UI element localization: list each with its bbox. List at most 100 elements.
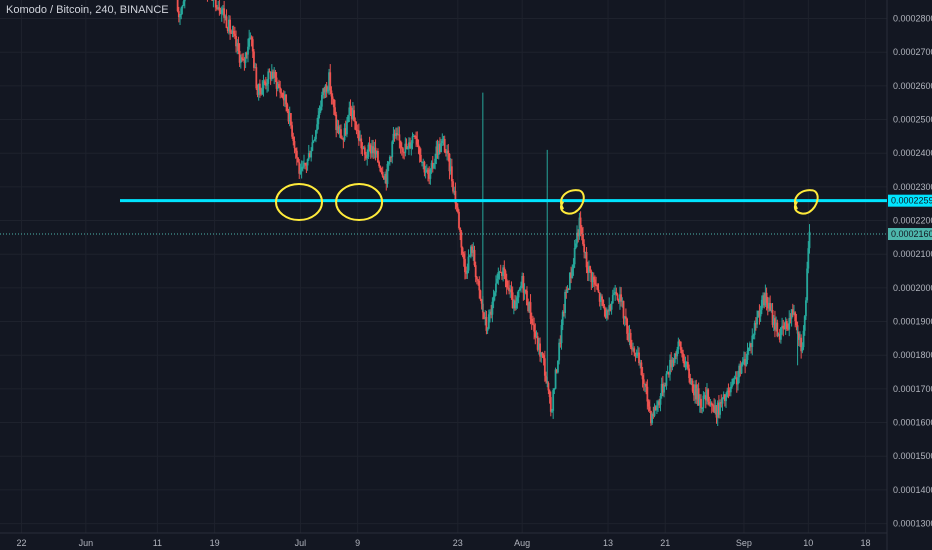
candle-body bbox=[497, 272, 500, 279]
candle-body bbox=[378, 162, 381, 167]
candle-body bbox=[616, 294, 619, 300]
candle-body bbox=[437, 143, 440, 156]
candle-body bbox=[254, 67, 257, 69]
candle-body bbox=[806, 268, 809, 301]
candle-body bbox=[800, 337, 803, 352]
candle-body bbox=[348, 107, 351, 116]
candle-body bbox=[808, 231, 811, 249]
candle-body bbox=[334, 107, 336, 115]
candle-body bbox=[176, 0, 179, 12]
candle-body bbox=[235, 36, 237, 47]
candle-body bbox=[553, 388, 556, 391]
candle-body bbox=[584, 251, 587, 253]
candle-body bbox=[726, 390, 729, 397]
candle-body bbox=[270, 71, 273, 80]
candle-body bbox=[276, 84, 279, 89]
candle-body bbox=[561, 311, 564, 326]
candle-body bbox=[620, 294, 623, 302]
candle-body bbox=[224, 16, 227, 18]
candle-body bbox=[307, 153, 310, 160]
candle-body bbox=[412, 136, 415, 138]
candle-body bbox=[346, 121, 348, 135]
candle-body bbox=[793, 312, 795, 315]
candle-body bbox=[458, 211, 460, 228]
candle-body bbox=[421, 161, 423, 163]
candle-body bbox=[218, 7, 221, 11]
candle-body bbox=[787, 328, 789, 330]
y-tick-label: 0.0001300 bbox=[893, 519, 932, 529]
candle-body bbox=[465, 272, 468, 274]
candle-body bbox=[243, 60, 246, 63]
candle-body bbox=[331, 96, 334, 100]
candle-body bbox=[456, 207, 459, 212]
candle-body bbox=[480, 299, 483, 304]
candle-body bbox=[228, 19, 230, 32]
candle-body bbox=[712, 405, 714, 407]
candle-body bbox=[656, 405, 658, 411]
candle-body bbox=[769, 303, 772, 311]
candle-body bbox=[344, 128, 347, 135]
candle-body bbox=[653, 406, 656, 416]
candle-body bbox=[487, 314, 490, 329]
candle-body bbox=[229, 19, 231, 33]
candle-body bbox=[409, 142, 412, 149]
candle-body bbox=[486, 328, 489, 331]
candle-body bbox=[704, 395, 707, 401]
candle-body bbox=[530, 318, 533, 324]
candle-body bbox=[633, 348, 636, 353]
candle-body bbox=[278, 84, 280, 88]
candle-body bbox=[659, 396, 662, 405]
candle-body bbox=[236, 43, 239, 47]
candle-body bbox=[449, 166, 452, 172]
candle-body bbox=[670, 359, 673, 368]
candle-body bbox=[719, 402, 721, 415]
candle-body bbox=[367, 144, 370, 157]
candle-body bbox=[716, 402, 719, 418]
candle-body bbox=[772, 318, 775, 325]
annotation-loop bbox=[560, 189, 585, 215]
candle-body bbox=[309, 153, 311, 158]
candle-body bbox=[211, 0, 214, 1]
candle-body bbox=[529, 302, 532, 319]
candle-body bbox=[535, 336, 538, 338]
y-tick-label: 0.0002300 bbox=[893, 182, 932, 192]
candle-body bbox=[684, 364, 687, 367]
candle-body bbox=[275, 77, 278, 89]
candle-body bbox=[748, 343, 751, 348]
candle-body bbox=[320, 94, 323, 107]
candle-body bbox=[222, 8, 224, 10]
candle-body bbox=[554, 369, 557, 389]
candle-body bbox=[459, 227, 462, 232]
candle-body bbox=[588, 266, 590, 273]
candle-body bbox=[400, 147, 403, 149]
candle-body bbox=[627, 333, 630, 341]
candle-body bbox=[408, 142, 410, 148]
candle-body bbox=[261, 88, 264, 95]
candle-body bbox=[502, 267, 505, 277]
candle-body bbox=[461, 247, 464, 254]
candle-body bbox=[448, 153, 451, 172]
candle-body bbox=[790, 309, 793, 319]
candle-body bbox=[664, 385, 667, 387]
candle-body bbox=[610, 303, 613, 310]
candle-body bbox=[619, 294, 621, 302]
candle-body bbox=[671, 359, 674, 368]
candle-body bbox=[539, 343, 541, 357]
candle-body bbox=[509, 289, 512, 292]
candle-body bbox=[357, 130, 360, 141]
candle-body bbox=[179, 15, 181, 18]
candle-body bbox=[485, 317, 488, 331]
annotation-circle bbox=[335, 183, 384, 222]
candle-body bbox=[760, 299, 763, 310]
candle-body bbox=[351, 110, 354, 119]
candle-body bbox=[394, 133, 397, 136]
annotation-circle bbox=[275, 183, 324, 222]
x-tick-label: Jul bbox=[295, 538, 307, 548]
x-tick-label: 22 bbox=[16, 538, 26, 548]
candle-body bbox=[287, 111, 290, 122]
candle-body bbox=[580, 228, 583, 235]
candle-body bbox=[360, 138, 363, 149]
candle-body bbox=[328, 72, 330, 90]
